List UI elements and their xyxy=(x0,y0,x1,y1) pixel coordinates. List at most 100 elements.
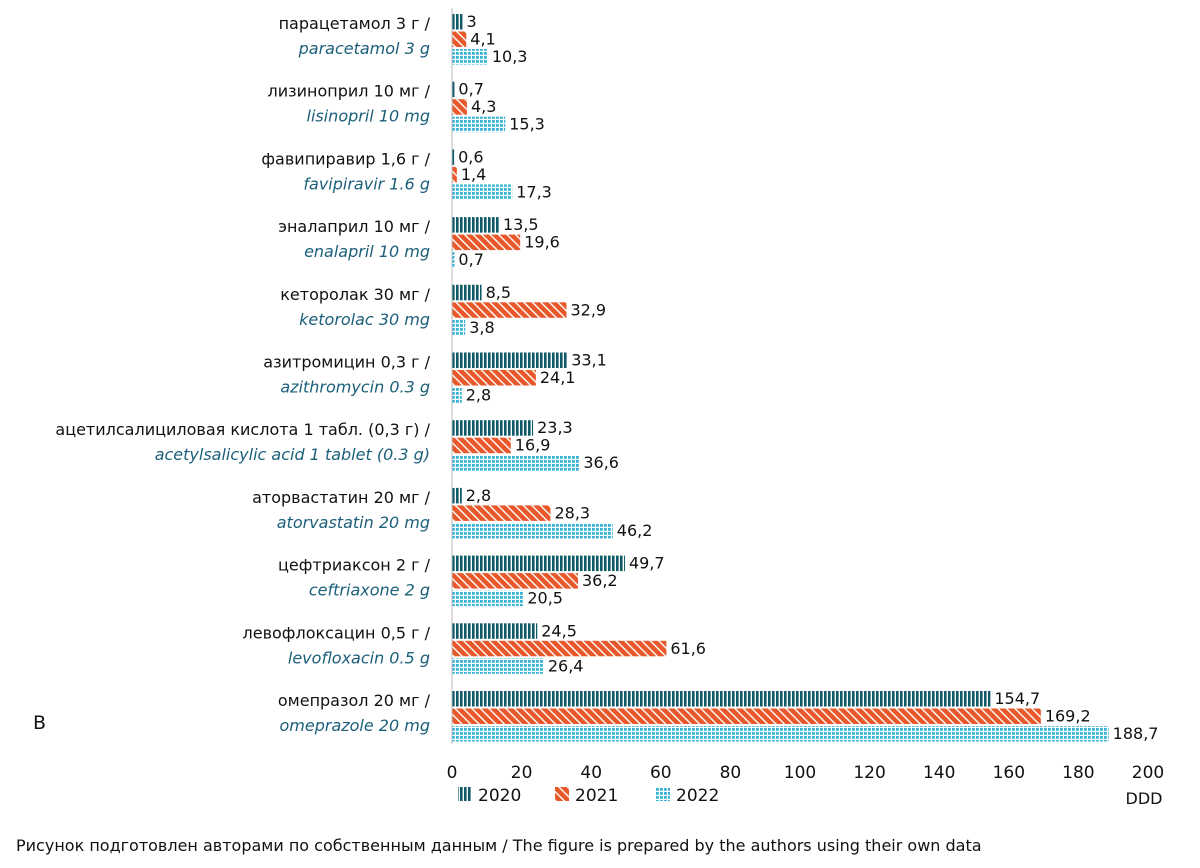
data-label-2021: 169,2 xyxy=(1045,707,1091,726)
bar-2020 xyxy=(452,487,462,504)
legend-label-2022: 2022 xyxy=(676,786,719,806)
bar-2020 xyxy=(452,555,625,572)
bar-2022 xyxy=(452,184,513,200)
category-label-en: levofloxacin 0.5 g xyxy=(288,648,430,667)
category-label-en: ceftriaxone 2 g xyxy=(309,581,430,600)
x-tick-label: 100 xyxy=(784,763,816,783)
data-label-2020: 33,1 xyxy=(571,351,607,370)
data-label-2020: 13,5 xyxy=(503,215,539,234)
bar-2021 xyxy=(452,505,551,521)
data-label-2022: 15,3 xyxy=(509,115,545,134)
category-label-ru: фавипиравир 1,6 г / xyxy=(261,149,430,168)
data-label-2021: 24,1 xyxy=(540,368,576,387)
bar-2021 xyxy=(452,437,511,454)
category-label-ru: омепразол 20 мг / xyxy=(278,691,431,710)
panel-label: B xyxy=(33,712,46,734)
data-label-2020: 0,7 xyxy=(458,80,483,99)
category-label-en: acetylsalicylic acid 1 tablet (0.3 g) xyxy=(155,445,430,464)
data-label-2021: 36,2 xyxy=(582,571,618,590)
bar-2021 xyxy=(452,31,467,47)
bar-2021 xyxy=(452,640,667,657)
category-label-en: enalapril 10 mg xyxy=(304,242,430,261)
category-label-en: lisinopril 10 mg xyxy=(307,107,431,126)
x-tick-label: 180 xyxy=(1062,763,1094,783)
data-label-2021: 4,1 xyxy=(470,30,495,49)
bar-2021 xyxy=(452,99,467,115)
category-label-ru: ацетилсалициловая кислота 1 табл. (0,3 г… xyxy=(55,420,430,439)
bar-2021 xyxy=(452,370,536,386)
x-tick-label: 0 xyxy=(447,763,458,783)
x-tick-label: 160 xyxy=(993,763,1025,783)
data-label-2022: 36,6 xyxy=(583,453,619,472)
category-label-ru: парацетамол 3 г / xyxy=(279,14,431,33)
category-label-ru: эналаприл 10 мг / xyxy=(278,217,430,236)
bar-2020 xyxy=(452,352,568,368)
x-tick-label: 200 xyxy=(1132,763,1164,783)
category-label-en: ketorolac 30 mg xyxy=(299,310,430,329)
x-axis: 0 20 40 60 80 100 120 140 160 180 200 xyxy=(447,8,1164,783)
category-label-en: omeprazole 20 mg xyxy=(279,716,430,735)
data-label-2020: 0,6 xyxy=(458,147,483,166)
bar-2020 xyxy=(452,81,455,98)
data-label-2020: 49,7 xyxy=(629,554,665,573)
bars-layer: 34,110,30,74,315,30,61,417,313,519,60,78… xyxy=(452,12,1158,743)
legend: 2020 2021 2022 xyxy=(458,786,719,806)
bar-2020 xyxy=(452,691,991,707)
data-label-2021: 16,9 xyxy=(515,436,551,455)
category-label-ru: кеторолак 30 мг / xyxy=(280,285,430,304)
bar-2020 xyxy=(452,149,455,165)
bar-2022 xyxy=(452,455,580,471)
bar-2022 xyxy=(452,116,506,133)
data-label-2020: 23,3 xyxy=(537,418,573,437)
x-tick-label: 20 xyxy=(511,763,533,783)
x-tick-label: 60 xyxy=(650,763,672,783)
category-label-en: atorvastatin 20 mg xyxy=(277,513,430,532)
legend-swatch-2022 xyxy=(656,787,670,801)
data-label-2022: 10,3 xyxy=(492,47,528,66)
data-label-2022: 0,7 xyxy=(458,250,483,269)
data-label-2020: 24,5 xyxy=(541,621,577,640)
data-label-2021: 19,6 xyxy=(524,233,560,252)
bar-2021 xyxy=(452,302,567,318)
data-label-2020: 3 xyxy=(466,12,476,31)
legend-label-2020: 2020 xyxy=(478,786,521,806)
category-label-en: favipiravir 1.6 g xyxy=(303,174,430,193)
data-label-2022: 20,5 xyxy=(527,589,563,608)
data-label-2021: 1,4 xyxy=(461,165,486,184)
data-label-2022: 3,8 xyxy=(469,318,494,337)
category-label-ru: левофлоксацин 0,5 г / xyxy=(243,623,431,642)
category-label-ru: аторвастатин 20 мг / xyxy=(252,488,431,507)
bar-2022 xyxy=(452,49,488,65)
data-label-2022: 188,7 xyxy=(1113,724,1159,743)
data-label-2022: 17,3 xyxy=(516,182,552,201)
data-label-2020: 154,7 xyxy=(994,689,1040,708)
x-axis-unit: DDD xyxy=(1126,789,1163,808)
bar-2022 xyxy=(452,387,462,403)
legend-swatch-2020 xyxy=(458,787,472,801)
category-labels: парацетамол 3 г / paracetamol 3 g лизинопр… xyxy=(55,14,430,735)
bar-2020 xyxy=(452,217,499,233)
data-label-2022: 46,2 xyxy=(617,521,653,540)
bar-2022 xyxy=(452,590,524,607)
bar-2021 xyxy=(452,234,521,251)
data-label-2020: 8,5 xyxy=(486,283,511,302)
data-label-2022: 2,8 xyxy=(466,386,491,405)
data-label-2021: 28,3 xyxy=(554,503,590,522)
bar-2021 xyxy=(452,708,1041,724)
data-label-2020: 2,8 xyxy=(466,486,491,505)
x-tick-label: 140 xyxy=(923,763,955,783)
bar-2020 xyxy=(452,623,538,639)
bar-2022 xyxy=(452,522,613,539)
data-label-2021: 32,9 xyxy=(570,300,606,319)
data-label-2021: 61,6 xyxy=(670,639,706,658)
category-label-en: paracetamol 3 g xyxy=(298,39,430,58)
category-label-ru: азитромицин 0,3 г / xyxy=(263,353,430,372)
legend-swatch-2021 xyxy=(555,787,569,801)
bar-2020 xyxy=(452,420,534,436)
category-label-ru: лизиноприл 10 мг / xyxy=(267,82,430,101)
bar-2020 xyxy=(452,284,482,301)
data-label-2021: 4,3 xyxy=(471,97,496,116)
category-label-ru: цефтриаксон 2 г / xyxy=(278,556,431,575)
x-tick-label: 80 xyxy=(720,763,742,783)
